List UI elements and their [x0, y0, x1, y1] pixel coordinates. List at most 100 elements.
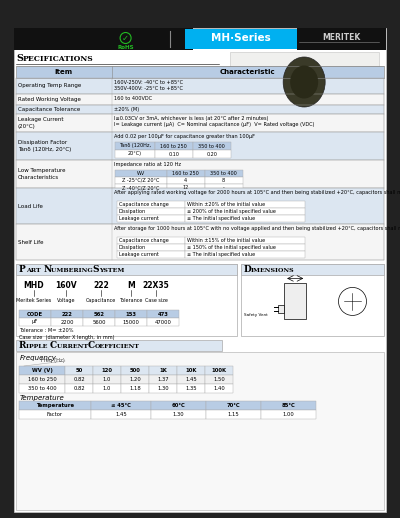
Text: 500: 500	[130, 368, 140, 373]
Text: 50: 50	[75, 368, 83, 373]
Text: MHD: MHD	[24, 281, 44, 291]
Text: 1.50: 1.50	[213, 377, 225, 382]
Text: After applying rated working voltage for 2000 hours at 105°C and then being stab: After applying rated working voltage for…	[114, 190, 400, 195]
Text: 1.00: 1.00	[283, 412, 294, 417]
Bar	[205, 170, 243, 177]
Text: IMENSIONS: IMENSIONS	[251, 267, 294, 272]
Bar	[185, 29, 297, 49]
Text: 350 to 400: 350 to 400	[210, 171, 237, 176]
Text: 1.37: 1.37	[157, 377, 169, 382]
Text: Case size  (diameter X length, in mm): Case size (diameter X length, in mm)	[19, 335, 114, 340]
Bar	[185, 237, 305, 244]
Text: C: C	[88, 341, 95, 350]
Bar	[19, 410, 91, 419]
Text: Leakage current: Leakage current	[119, 216, 158, 221]
Text: Characteristic: Characteristic	[220, 69, 276, 75]
Bar	[16, 188, 384, 224]
Text: 160 to 250: 160 to 250	[172, 171, 199, 176]
Text: 1.0: 1.0	[103, 386, 111, 391]
Bar	[241, 264, 384, 275]
Text: I≤0.03CV or 3mA, whichever is less (at 20°C after 2 minutes)
I= Leakage current : I≤0.03CV or 3mA, whichever is less (at 2…	[114, 116, 314, 127]
Bar	[284, 283, 306, 320]
Text: 60°C: 60°C	[172, 403, 185, 408]
Bar	[19, 310, 51, 318]
Bar	[115, 318, 147, 326]
Bar	[19, 366, 65, 375]
Bar	[16, 264, 237, 275]
Text: 1.40: 1.40	[213, 386, 225, 391]
Bar	[185, 215, 305, 222]
Text: 85°C: 85°C	[282, 403, 295, 408]
Text: Factor: Factor	[47, 412, 63, 417]
Bar	[16, 224, 384, 260]
Bar	[16, 264, 237, 336]
Bar	[16, 66, 384, 78]
Bar	[65, 375, 93, 384]
Bar	[19, 375, 65, 384]
Text: 120: 120	[102, 368, 112, 373]
Text: 22X35: 22X35	[143, 281, 169, 291]
Text: ≤ 200% of the initial specified value: ≤ 200% of the initial specified value	[187, 209, 276, 214]
Text: Within ±20% of the initial value: Within ±20% of the initial value	[187, 202, 265, 207]
Text: Tolerance : M= ±20%: Tolerance : M= ±20%	[19, 328, 74, 333]
Text: Rated Working Voltage: Rated Working Voltage	[18, 97, 81, 102]
Text: Capacitance change: Capacitance change	[119, 238, 168, 243]
Text: Temperature: Temperature	[36, 403, 74, 408]
Text: Frequency: Frequency	[20, 355, 57, 361]
Bar	[117, 237, 185, 244]
Text: ≤ 150% of the initial specified value: ≤ 150% of the initial specified value	[187, 245, 276, 250]
Text: R: R	[19, 341, 26, 350]
Text: 1.30: 1.30	[173, 412, 184, 417]
Bar	[241, 264, 384, 336]
Text: 0.82: 0.82	[73, 377, 85, 382]
Text: ≤ 45°C: ≤ 45°C	[111, 403, 131, 408]
Text: 1.45: 1.45	[185, 377, 197, 382]
Bar	[261, 401, 316, 410]
Text: -: -	[223, 185, 224, 190]
Text: N: N	[44, 265, 52, 274]
Bar	[167, 177, 205, 184]
Text: 1K: 1K	[159, 368, 167, 373]
Bar	[65, 366, 93, 375]
Text: 0.10: 0.10	[168, 151, 179, 156]
Bar	[121, 384, 149, 393]
Bar	[19, 384, 65, 393]
Text: Leakage current: Leakage current	[119, 252, 158, 257]
Bar	[147, 310, 179, 318]
Text: UMBERING: UMBERING	[51, 267, 95, 272]
Bar	[205, 384, 233, 393]
Text: IPPLE: IPPLE	[26, 343, 50, 349]
Bar	[185, 201, 305, 208]
Bar	[16, 132, 384, 160]
Text: 473: 473	[158, 311, 168, 316]
Text: Low Temperature
Characteristics: Low Temperature Characteristics	[18, 168, 66, 180]
Text: S: S	[16, 54, 23, 63]
Bar	[149, 366, 177, 375]
Bar	[16, 352, 384, 510]
Text: Operating Temp Range: Operating Temp Range	[18, 83, 81, 89]
Bar	[167, 170, 205, 177]
Bar	[206, 401, 261, 410]
Bar	[93, 366, 121, 375]
Text: CODE: CODE	[27, 311, 43, 316]
Text: 350 to 400: 350 to 400	[28, 386, 56, 391]
Text: ≤ The initial specified value: ≤ The initial specified value	[187, 252, 255, 257]
Text: YSTEM: YSTEM	[99, 267, 124, 272]
Ellipse shape	[283, 57, 325, 107]
Text: ✓: ✓	[122, 34, 129, 42]
Text: 47000: 47000	[154, 320, 172, 324]
Text: Z -25°C/Z 20°C: Z -25°C/Z 20°C	[122, 178, 159, 183]
Text: Case size: Case size	[144, 298, 168, 303]
Text: ±20% (M): ±20% (M)	[114, 107, 139, 112]
Bar	[83, 310, 115, 318]
Text: 1.15: 1.15	[228, 412, 239, 417]
Text: Capacitance Tolerance: Capacitance Tolerance	[18, 107, 80, 112]
Text: WV: WV	[136, 171, 145, 176]
Text: After storage for 1000 hours at 105°C with no voltage applied and then being sta: After storage for 1000 hours at 105°C wi…	[114, 226, 400, 231]
Bar	[149, 375, 177, 384]
Bar	[115, 184, 167, 191]
Bar	[151, 401, 206, 410]
Bar	[193, 142, 231, 150]
Bar	[117, 201, 185, 208]
Bar	[177, 384, 205, 393]
